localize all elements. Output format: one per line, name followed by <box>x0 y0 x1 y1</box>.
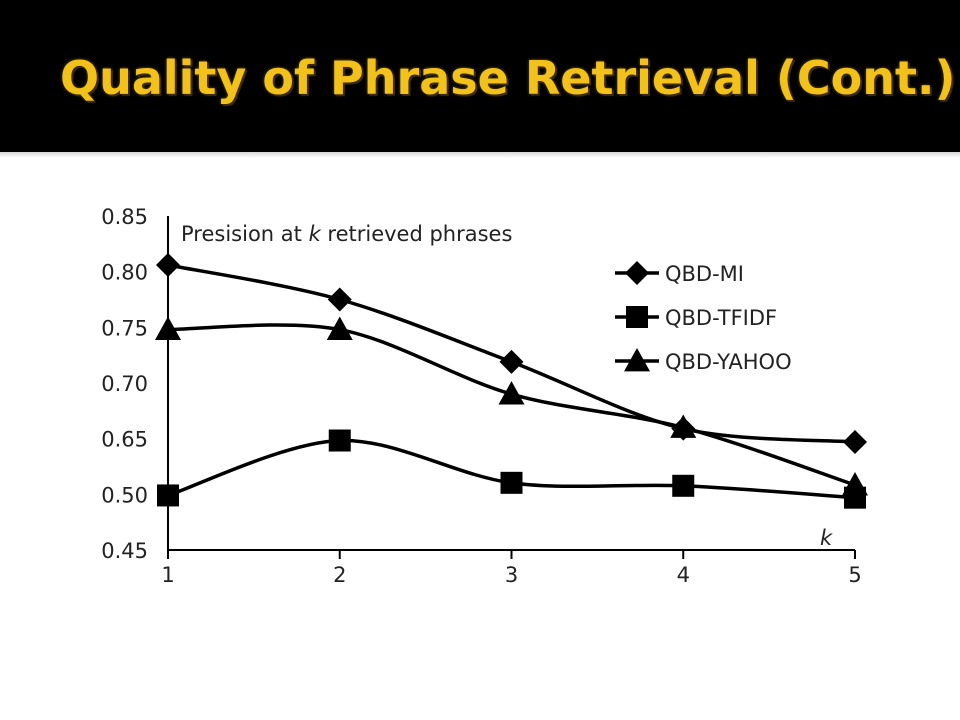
legend-item: QBD-YAHOO <box>615 348 792 374</box>
data-point <box>156 252 180 277</box>
y-tick-label: 0.70 <box>101 372 148 396</box>
annotation-variable: k <box>309 222 322 246</box>
y-axis-ticks: 0.85 0.80 0.75 0.70 0.65 0.50 0.45 <box>101 205 148 563</box>
data-point <box>672 474 695 497</box>
slide-title: Quality of Phrase Retrieval (Cont.) <box>60 51 956 105</box>
annotation-prefix: Presision at <box>181 222 309 246</box>
data-point <box>327 287 352 312</box>
legend-marker <box>626 306 648 328</box>
data-point <box>500 471 523 494</box>
legend-item: QBD-MI <box>615 261 744 286</box>
series-diamond <box>156 252 867 455</box>
data-point <box>326 316 353 340</box>
y-tick-label: 0.45 <box>101 539 148 563</box>
data-point <box>842 472 868 496</box>
legend-label: QBD-TFIDF <box>665 306 777 330</box>
annotation-suffix: retrieved phrases <box>321 222 513 246</box>
y-tick-label: 0.65 <box>101 428 148 452</box>
series-triangle <box>155 316 868 496</box>
x-axis-ticks: 1 2 3 4 5 <box>161 550 862 587</box>
series-layer <box>155 252 868 509</box>
y-tick-label: 0.85 <box>101 205 148 229</box>
x-axis-label: k <box>820 526 833 550</box>
title-divider <box>0 152 960 158</box>
chart-annotation: Presision at k retrieved phrases <box>181 222 512 246</box>
legend-item: QBD-TFIDF <box>615 306 777 330</box>
x-tick-label: 3 <box>505 563 518 587</box>
x-tick-label: 2 <box>333 563 346 587</box>
title-bar <box>0 0 960 152</box>
data-point <box>498 381 525 405</box>
legend-marker <box>625 261 649 285</box>
series-square <box>157 429 866 509</box>
series-line <box>167 323 856 487</box>
legend: QBD-MI QBD-TFIDF QBD-YAHOO <box>615 261 792 374</box>
data-point <box>157 484 179 507</box>
x-tick-label: 1 <box>161 563 174 587</box>
data-point <box>155 316 181 340</box>
x-tick-label: 5 <box>848 563 861 587</box>
data-point <box>670 414 697 438</box>
legend-label: QBD-YAHOO <box>665 350 792 374</box>
data-point <box>843 430 867 455</box>
legend-marker <box>624 348 650 372</box>
x-tick-label: 4 <box>677 563 690 587</box>
y-tick-label: 0.50 <box>101 483 148 507</box>
y-tick-label: 0.75 <box>101 316 148 340</box>
legend-label: QBD-MI <box>665 262 744 286</box>
y-tick-label: 0.80 <box>101 261 148 285</box>
data-point <box>499 349 524 374</box>
data-point <box>328 429 351 452</box>
